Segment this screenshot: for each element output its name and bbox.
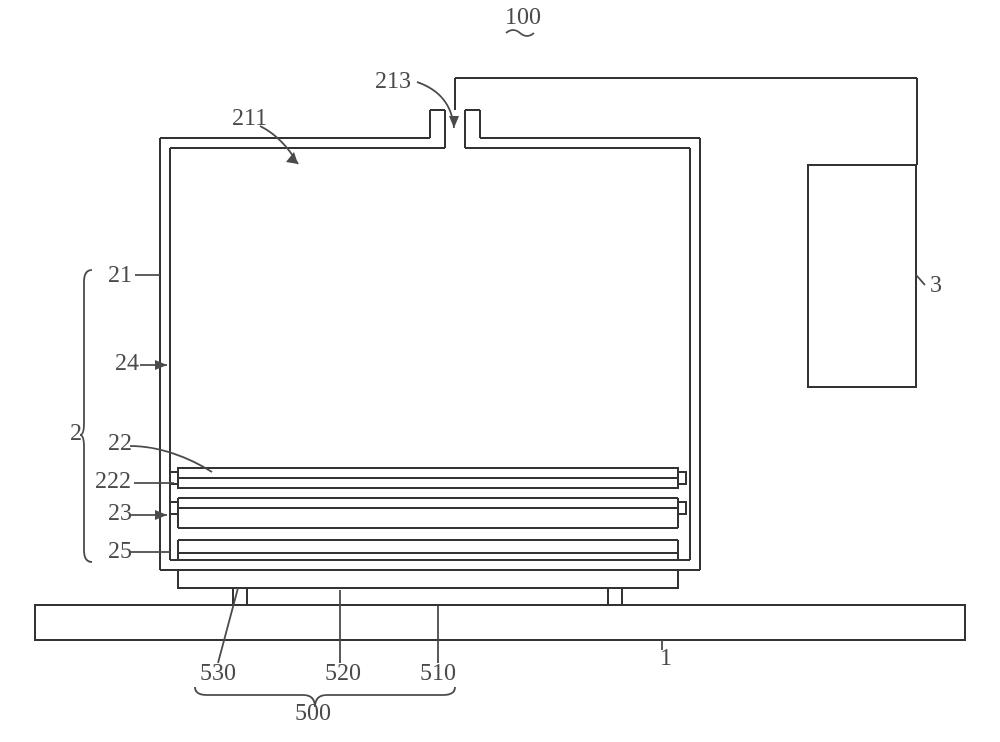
svg-text:510: 510 bbox=[420, 660, 456, 686]
svg-text:213: 213 bbox=[375, 68, 411, 94]
svg-text:21: 21 bbox=[108, 262, 132, 288]
svg-text:24: 24 bbox=[115, 350, 139, 376]
svg-text:22: 22 bbox=[108, 430, 132, 456]
svg-text:500: 500 bbox=[295, 700, 331, 726]
svg-text:530: 530 bbox=[200, 660, 236, 686]
svg-text:520: 520 bbox=[325, 660, 361, 686]
svg-text:3: 3 bbox=[930, 272, 942, 298]
svg-text:23: 23 bbox=[108, 500, 132, 526]
figure-canvas: { "meta": { "width": 1000, "height": 742… bbox=[0, 0, 1000, 742]
svg-text:25: 25 bbox=[108, 538, 132, 564]
module-3 bbox=[808, 165, 916, 387]
svg-text:100: 100 bbox=[505, 4, 541, 30]
svg-text:2: 2 bbox=[70, 420, 82, 446]
base-plate bbox=[35, 605, 965, 640]
svg-text:222: 222 bbox=[95, 468, 131, 494]
diagram-svg: 1002132113212422222223255305205105001 bbox=[0, 0, 1000, 742]
